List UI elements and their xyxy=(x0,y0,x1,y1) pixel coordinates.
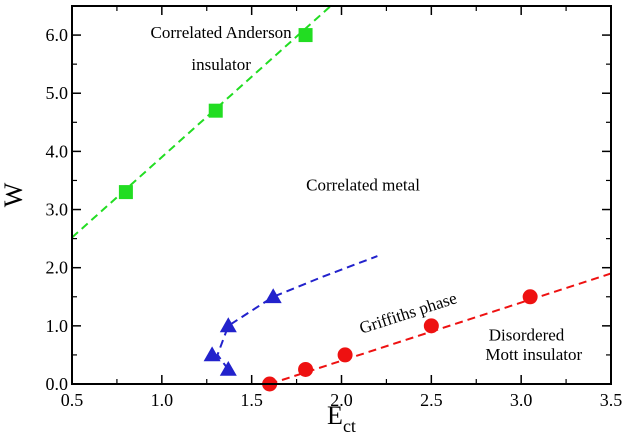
series-2-fit-line xyxy=(216,255,378,371)
circle-marker xyxy=(337,347,353,363)
series-1-fit-line xyxy=(72,6,332,239)
triangle-marker xyxy=(219,317,237,333)
y-tick-label: 5.0 xyxy=(46,83,69,103)
text-layer: Correlated Anderson insulator Correlated m… xyxy=(151,23,583,364)
x-tick-label: 3.5 xyxy=(600,390,623,410)
circle-marker xyxy=(522,289,538,305)
y-axis-label: W xyxy=(0,182,28,207)
y-tick-label: 4.0 xyxy=(46,141,69,161)
y-tick-label: 6.0 xyxy=(46,25,69,45)
circle-marker xyxy=(298,361,314,377)
annotation-label: Correlated Anderson xyxy=(151,23,293,42)
triangle-marker xyxy=(264,288,282,304)
annotation-label: Correlated metal xyxy=(306,175,420,194)
square-marker xyxy=(118,185,133,200)
series-2 xyxy=(216,255,378,371)
x-tick-label: 3.0 xyxy=(510,390,533,410)
x-tick-label: 0.5 xyxy=(61,390,84,410)
y-tick-label: 3.0 xyxy=(46,200,69,220)
y-tick-label: 1.0 xyxy=(46,316,69,336)
annotation-label: Griffiths phase xyxy=(357,288,459,337)
triangle-marker xyxy=(203,346,221,362)
square-marker xyxy=(298,28,313,43)
y-tick-label: 0.0 xyxy=(46,374,69,394)
x-tick-label: 2.5 xyxy=(420,390,443,410)
square-marker xyxy=(208,103,223,118)
x-tick-label: 2.0 xyxy=(330,390,353,410)
annotation-label: insulator xyxy=(191,55,251,74)
annotation-label: Mott insulator xyxy=(485,345,582,364)
annotation-label: Disordered xyxy=(489,325,565,344)
x-tick-label: 1.0 xyxy=(151,390,174,410)
series-3-fit-line xyxy=(269,272,611,384)
x-tick-label: 1.5 xyxy=(240,390,263,410)
series-2-markers xyxy=(203,288,282,376)
triangle-marker xyxy=(219,361,237,376)
x-axis-label-subscript: ct xyxy=(343,416,356,436)
y-tick-label: 2.0 xyxy=(46,258,69,278)
series-1 xyxy=(72,6,332,239)
axis-layer: 0.5 1.0 1.5 2.0 2.5 3.0 3.5 0.0 1.0 2.0 3.0 4.0 5.0 6… xyxy=(0,5,623,436)
series-3 xyxy=(269,272,611,384)
circle-marker xyxy=(423,318,439,334)
series-1-markers xyxy=(118,28,313,200)
